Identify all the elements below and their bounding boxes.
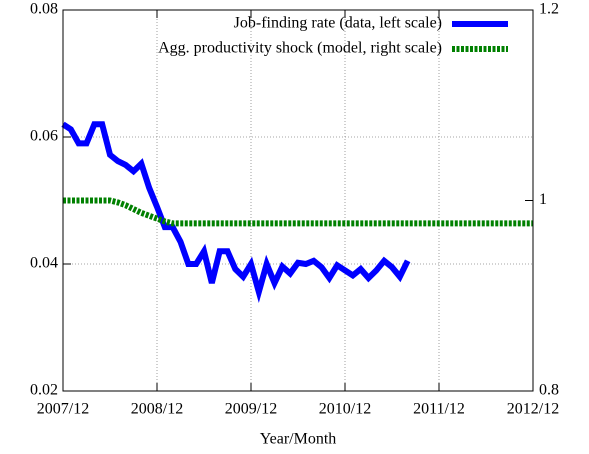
- legend-label: Job-finding rate (data, left scale): [234, 15, 442, 32]
- y-tick-label: 0.08: [30, 1, 58, 18]
- y2-tick-label: 1.2: [539, 1, 559, 18]
- plot-frame: [62, 9, 534, 392]
- y-tick-label: 0.06: [30, 128, 58, 145]
- y-tick-label: 0.04: [30, 255, 58, 272]
- series-line: [63, 197, 533, 227]
- x-tick-label: 2010/12: [319, 401, 371, 418]
- x-tick-label: 2008/12: [131, 401, 183, 418]
- series-line: [61, 121, 411, 304]
- x-tick-label: 2011/12: [413, 401, 465, 418]
- x-tick-label: 2012/12: [507, 401, 559, 418]
- x-tick-label: 2007/12: [37, 401, 89, 418]
- legend-label: Agg. productivity shock (model, right sc…: [158, 40, 442, 57]
- x-axis-label: Year/Month: [260, 431, 337, 448]
- y2-tick-label: 0.8: [539, 382, 559, 399]
- y-tick-label: 0.02: [30, 382, 58, 399]
- y2-tick-label: 1: [539, 191, 547, 208]
- x-tick-label: 2009/12: [225, 401, 277, 418]
